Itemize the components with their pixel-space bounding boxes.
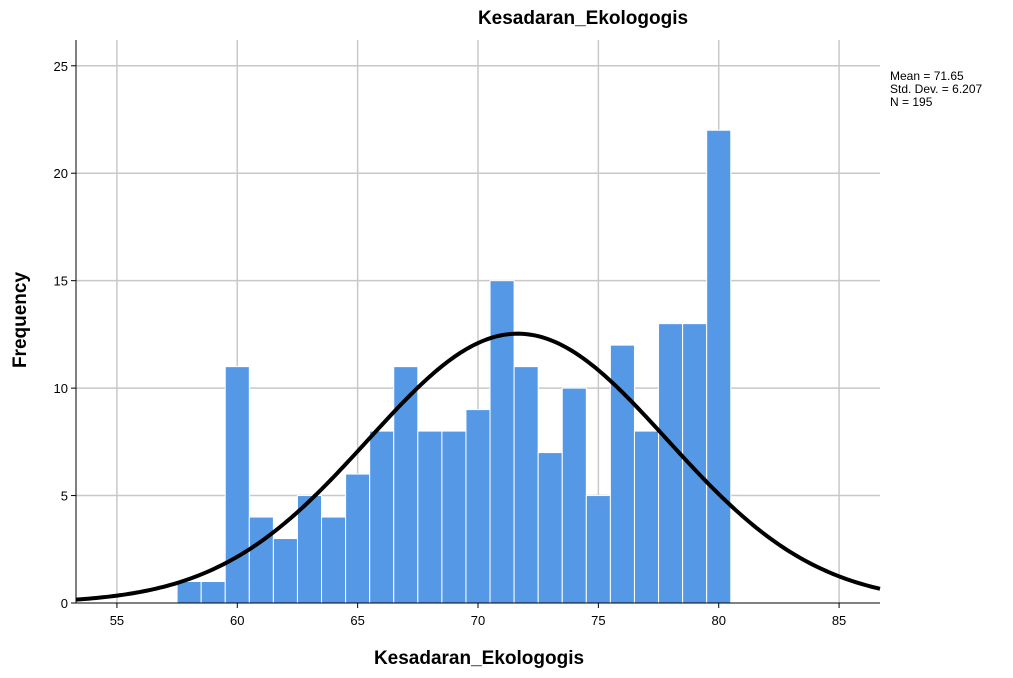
histogram-bar	[465, 409, 491, 604]
y-tick-label: 15	[54, 274, 68, 289]
histogram-bar	[345, 473, 371, 604]
y-tick-label: 25	[54, 59, 68, 74]
stats-mean: Mean = 71.65	[890, 69, 964, 83]
y-tick-label: 10	[54, 381, 68, 396]
x-tick-label: 65	[350, 613, 364, 628]
histogram-bar	[633, 430, 660, 604]
x-tick-label: 80	[711, 613, 725, 628]
histogram-bar	[296, 495, 323, 604]
y-tick-label: 5	[61, 489, 68, 504]
stats-std-dev: Std. Dev. = 6.207	[890, 82, 983, 96]
x-tick-label: 70	[471, 613, 485, 628]
histogram-bar	[224, 366, 250, 604]
histogram-bar	[513, 366, 539, 604]
histogram-bar	[706, 129, 732, 604]
stats-box: Mean = 71.65 Std. Dev. = 6.207 N = 195	[890, 70, 982, 109]
stats-n: N = 195	[890, 95, 933, 109]
normal-curve	[75, 331, 881, 602]
y-axis-label: Frequency	[10, 271, 31, 369]
x-tick-label: 60	[230, 613, 244, 628]
x-tick-label: 75	[591, 613, 605, 628]
x-tick-label: 85	[832, 613, 846, 628]
histogram-bar	[369, 430, 395, 604]
histogram-bar	[489, 280, 515, 604]
chart-title: Kesadaran_Ekologogis	[477, 8, 689, 29]
histogram-bar	[321, 516, 347, 604]
histogram-bar	[176, 581, 202, 604]
y-tick-label: 0	[61, 596, 68, 611]
histogram-bar	[537, 452, 563, 604]
histogram-bar	[585, 495, 611, 604]
histogram-bar	[658, 323, 684, 604]
histogram-bar	[272, 538, 298, 604]
y-tick-label: 20	[54, 166, 68, 181]
histogram-bar	[561, 387, 587, 604]
x-tick-label: 55	[110, 613, 124, 628]
histogram-bar	[248, 516, 274, 604]
histogram-bar	[441, 430, 467, 604]
x-axis-label: Kesadaran_Ekologogis	[373, 648, 585, 669]
histogram-bar	[200, 581, 226, 604]
histogram-bar	[417, 430, 443, 604]
